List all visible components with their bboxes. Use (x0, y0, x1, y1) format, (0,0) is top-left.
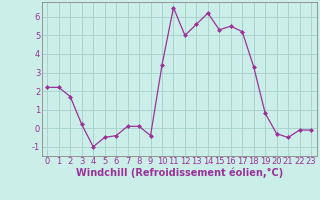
X-axis label: Windchill (Refroidissement éolien,°C): Windchill (Refroidissement éolien,°C) (76, 168, 283, 178)
